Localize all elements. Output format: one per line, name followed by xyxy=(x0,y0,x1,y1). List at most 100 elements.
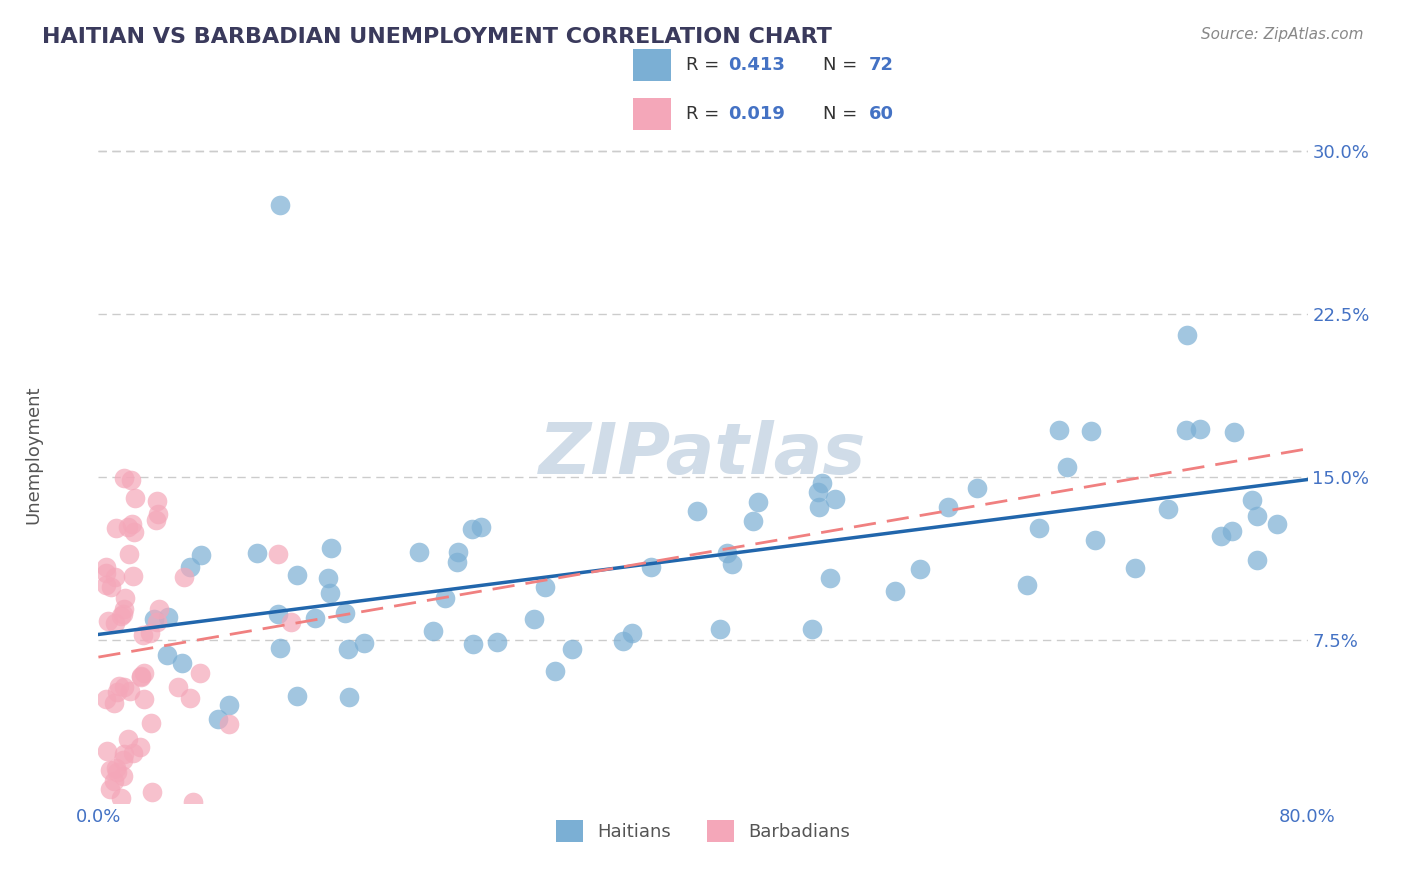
Text: N =: N = xyxy=(823,105,863,123)
Point xyxy=(621,625,644,640)
Point xyxy=(132,691,155,706)
Point xyxy=(111,753,134,767)
Point xyxy=(179,690,201,705)
Point xyxy=(800,623,823,637)
Y-axis label: Unemployment: Unemployment xyxy=(25,385,42,524)
Point xyxy=(1246,553,1268,567)
Point xyxy=(461,523,484,537)
Point xyxy=(188,665,211,680)
Point xyxy=(139,625,162,640)
Point xyxy=(461,637,484,651)
Point xyxy=(103,697,125,711)
Point xyxy=(141,785,163,799)
Point xyxy=(807,484,830,499)
Point xyxy=(218,717,240,731)
Point xyxy=(709,623,731,637)
Point xyxy=(422,624,444,638)
Point xyxy=(824,492,846,507)
Point xyxy=(1175,328,1198,343)
Point xyxy=(908,562,931,576)
Point xyxy=(112,471,135,485)
Point xyxy=(561,641,583,656)
Point xyxy=(721,558,744,572)
Point xyxy=(157,610,180,624)
Legend: Haitians, Barbadians: Haitians, Barbadians xyxy=(548,813,858,849)
Text: HAITIAN VS BARBADIAN UNEMPLOYMENT CORRELATION CHART: HAITIAN VS BARBADIAN UNEMPLOYMENT CORREL… xyxy=(42,27,832,46)
Point xyxy=(742,514,765,528)
Point xyxy=(246,546,269,560)
Point xyxy=(686,504,709,518)
Point xyxy=(121,569,143,583)
Point xyxy=(1174,423,1197,437)
Text: R =: R = xyxy=(686,55,725,73)
Point xyxy=(534,580,557,594)
Point xyxy=(808,500,831,514)
Point xyxy=(446,555,468,569)
Point xyxy=(486,634,509,648)
Point xyxy=(94,566,117,580)
Point xyxy=(1017,578,1039,592)
Point xyxy=(266,547,288,561)
Point xyxy=(544,664,567,678)
Point xyxy=(96,614,118,628)
Point xyxy=(640,560,662,574)
Point xyxy=(269,641,291,656)
Point xyxy=(146,507,169,521)
Point xyxy=(118,683,141,698)
Point xyxy=(408,545,430,559)
Point xyxy=(316,571,339,585)
Point xyxy=(333,607,356,621)
Point xyxy=(94,578,117,592)
Point xyxy=(107,679,129,693)
Point xyxy=(105,521,128,535)
Point xyxy=(1123,561,1146,575)
Point xyxy=(111,607,134,621)
Point xyxy=(110,790,132,805)
Text: Source: ZipAtlas.com: Source: ZipAtlas.com xyxy=(1201,27,1364,42)
Point xyxy=(129,739,152,754)
Point xyxy=(139,716,162,731)
Point xyxy=(117,732,139,747)
FancyBboxPatch shape xyxy=(633,48,671,80)
Point xyxy=(811,476,834,491)
Point xyxy=(96,744,118,758)
Point xyxy=(1080,424,1102,438)
Point xyxy=(1028,521,1050,535)
Text: N =: N = xyxy=(823,55,863,73)
Point xyxy=(353,636,375,650)
Point xyxy=(98,781,121,796)
Point xyxy=(107,764,129,779)
Point xyxy=(173,570,195,584)
Point xyxy=(129,669,152,683)
Point xyxy=(280,615,302,630)
Point xyxy=(120,474,142,488)
Point xyxy=(287,689,309,703)
Point xyxy=(121,746,143,760)
Point xyxy=(118,547,141,561)
Point xyxy=(523,612,546,626)
Text: 72: 72 xyxy=(869,55,894,73)
Point xyxy=(94,560,117,574)
Point xyxy=(100,580,122,594)
Point xyxy=(818,571,841,585)
Point xyxy=(1157,502,1180,516)
Text: R =: R = xyxy=(686,105,725,123)
Point xyxy=(132,628,155,642)
Point xyxy=(337,690,360,705)
FancyBboxPatch shape xyxy=(633,98,671,130)
Point xyxy=(336,642,359,657)
Point xyxy=(447,545,470,559)
Point xyxy=(170,656,193,670)
Point xyxy=(747,495,769,509)
Point xyxy=(1265,517,1288,532)
Point xyxy=(145,513,167,527)
Point xyxy=(166,680,188,694)
Point xyxy=(112,680,135,694)
Point xyxy=(107,685,129,699)
Text: 0.019: 0.019 xyxy=(728,105,785,123)
Point xyxy=(218,698,240,713)
Point xyxy=(612,634,634,648)
Point xyxy=(433,591,456,605)
Point xyxy=(1189,422,1212,436)
Point xyxy=(145,494,167,508)
